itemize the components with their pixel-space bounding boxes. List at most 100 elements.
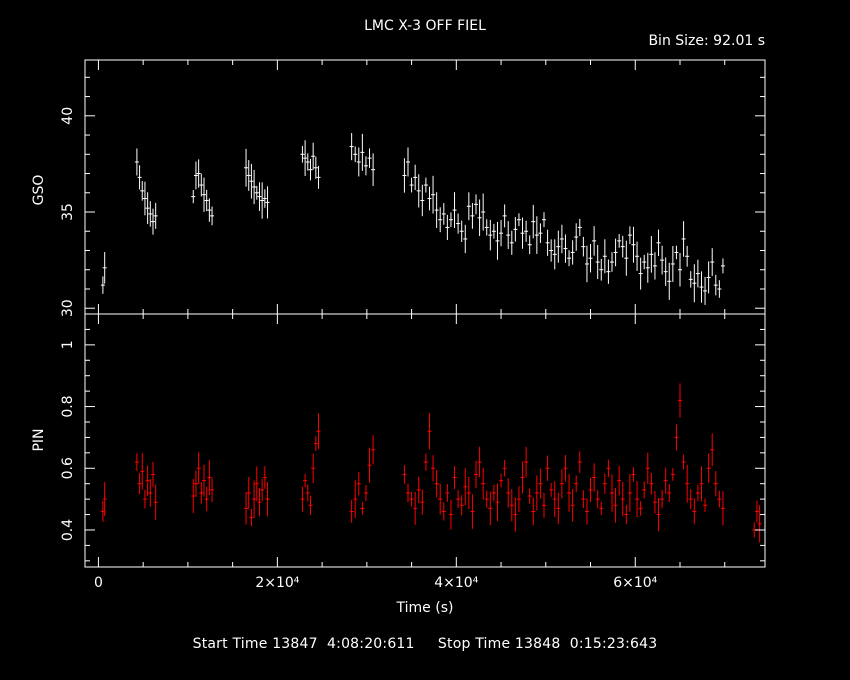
pin-point: [420, 489, 425, 515]
gso-point: [695, 259, 700, 288]
pin-point: [445, 484, 450, 502]
pin-point: [466, 476, 471, 510]
gso-point: [134, 148, 139, 176]
gso-point: [438, 207, 443, 233]
gso-point: [692, 264, 697, 303]
pin-point: [199, 482, 204, 504]
pin-point: [356, 472, 361, 496]
pin-point: [542, 492, 546, 518]
gso-point: [538, 223, 543, 243]
gso-point: [638, 257, 643, 290]
pin-point: [754, 500, 759, 523]
pin-axis-label: PIN: [31, 428, 47, 451]
gso-axis-label: GSO: [31, 175, 47, 206]
pin-point: [617, 465, 622, 496]
pin-point: [134, 453, 139, 471]
gso-point: [667, 262, 672, 300]
pin-point: [413, 491, 418, 525]
gso-point: [448, 212, 453, 228]
gso-point: [502, 204, 507, 228]
gso-point: [574, 223, 579, 251]
pin-point: [710, 433, 715, 467]
gso-point: [434, 192, 439, 228]
pin-point: [153, 484, 158, 520]
gso-point: [474, 194, 478, 215]
gso-ytick-label: 40: [60, 107, 76, 125]
pin-point: [645, 452, 650, 484]
gso-point: [495, 221, 500, 260]
gso-point: [252, 169, 257, 205]
gso-point: [595, 245, 600, 280]
plot-title: LMC X-3 OFF FIEL: [364, 18, 486, 34]
gso-point: [678, 252, 682, 287]
gso-point: [416, 174, 421, 208]
gso-point: [556, 230, 561, 263]
gso-point: [406, 147, 410, 177]
gso-point: [717, 280, 722, 298]
gso-point: [663, 257, 668, 286]
pin-point: [470, 494, 475, 529]
pin-point: [434, 469, 439, 498]
pin-point: [527, 488, 532, 504]
gso-point: [477, 199, 482, 237]
gso-point: [463, 224, 468, 254]
pin-point: [207, 460, 212, 495]
gso-point: [356, 147, 361, 177]
gso-point: [445, 214, 450, 240]
x-tick-label: 6×10⁴: [613, 575, 657, 591]
pin-point: [703, 498, 708, 513]
gso-point: [452, 192, 457, 229]
stop-time-value: 13848 0:15:23:643: [514, 636, 658, 652]
pin-point: [667, 483, 672, 502]
gso-point: [581, 236, 586, 257]
pin-point: [506, 478, 511, 508]
gso-point: [262, 189, 267, 208]
pin-ytick-label: 1: [60, 340, 76, 349]
time-range-footer: Start Time 13847 4:08:20:611 Stop Time 1…: [0, 636, 850, 652]
pin-point: [520, 461, 525, 494]
pin-point: [249, 509, 254, 527]
pin-point: [595, 490, 600, 508]
gso-point: [602, 239, 607, 274]
pin-point: [474, 460, 478, 489]
pin-point: [265, 481, 270, 517]
gso-point: [202, 177, 206, 212]
gso-point: [191, 190, 196, 204]
pin-point: [140, 453, 145, 490]
gso-point: [592, 226, 597, 256]
pin-point: [145, 465, 150, 496]
pin-point: [592, 463, 597, 492]
pin-point: [262, 466, 267, 489]
gso-point: [360, 133, 365, 171]
pin-point: [524, 446, 529, 478]
gso-point: [207, 198, 212, 222]
gso-point: [610, 252, 614, 272]
pin-ytick-label: 0.8: [60, 395, 76, 417]
pin-point: [516, 486, 521, 513]
pin-point: [459, 495, 464, 516]
pin-point: [371, 435, 376, 465]
pin-point: [260, 478, 265, 502]
pin-point: [202, 464, 206, 497]
pin-point: [463, 468, 468, 506]
pin-point: [656, 497, 661, 532]
pin-point: [427, 413, 432, 450]
gso-point: [520, 217, 525, 249]
gso-point: [204, 189, 209, 212]
pin-point: [699, 466, 704, 502]
gso-point: [254, 185, 259, 200]
gso-point: [513, 217, 518, 242]
gso-point: [635, 241, 640, 271]
gso-axis-ticks: 30 35 40: [60, 60, 765, 317]
gso-point: [649, 236, 654, 273]
gso-point: [305, 153, 310, 171]
gso-point: [140, 181, 145, 201]
pin-point: [556, 492, 561, 525]
pin-point: [353, 480, 358, 519]
gso-point: [563, 234, 568, 263]
pin-ytick-label: 0.4: [60, 519, 76, 541]
gso-point: [567, 250, 572, 267]
pin-point: [577, 451, 582, 473]
gso-point: [542, 212, 546, 228]
